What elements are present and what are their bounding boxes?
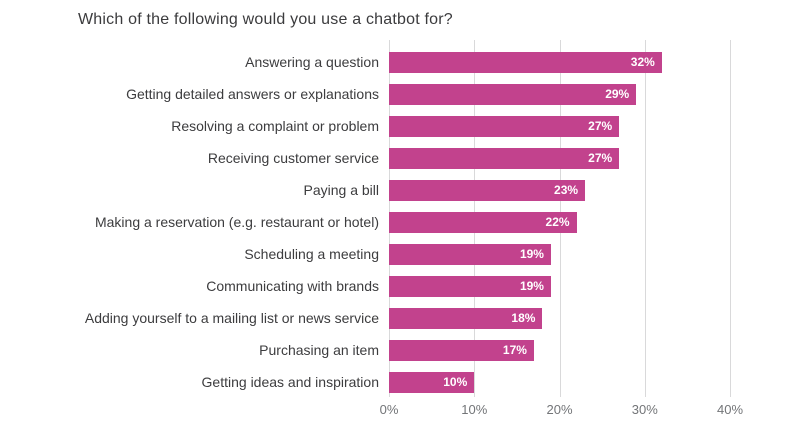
- x-axis-tick-label: 30%: [631, 402, 658, 417]
- bar-track: 19%: [389, 243, 730, 265]
- gridline: [644, 40, 646, 397]
- bar-track: 17%: [389, 339, 730, 361]
- bar-track: 19%: [389, 275, 730, 297]
- bar: 27%: [389, 147, 620, 169]
- chart-title: Which of the following would you use a c…: [78, 11, 453, 28]
- bar-row: Answering a question 32%: [0, 46, 730, 78]
- x-axis-tick-label: 10%: [461, 402, 488, 417]
- bar-track: 27%: [389, 147, 730, 169]
- bar: 32%: [389, 51, 662, 73]
- bar: 27%: [389, 115, 620, 137]
- bar-row: Purchasing an item 17%: [0, 334, 730, 366]
- bar-value-label: 27%: [588, 151, 613, 165]
- bar-row: Receiving customer service 27%: [0, 142, 730, 174]
- bar-track: 22%: [389, 211, 730, 233]
- bar-value-label: 29%: [605, 87, 630, 101]
- category-label: Purchasing an item: [259, 342, 379, 358]
- bar-track: 29%: [389, 83, 730, 105]
- bar-row: Getting ideas and inspiration 10%: [0, 366, 730, 398]
- bar-value-label: 27%: [588, 119, 613, 133]
- bar-row: Adding yourself to a mailing list or new…: [0, 302, 730, 334]
- bar-row: Paying a bill 23%: [0, 174, 730, 206]
- x-axis-tick-label: 40%: [716, 402, 744, 417]
- bar-row: Resolving a complaint or problem 27%: [0, 110, 730, 142]
- gridline: [730, 40, 731, 397]
- bar-row: Making a reservation (e.g. restaurant or…: [0, 206, 730, 238]
- x-axis-tick-label: 0%: [379, 402, 399, 417]
- bar: 23%: [389, 179, 586, 201]
- category-label: Scheduling a meeting: [244, 246, 379, 262]
- category-label: Paying a bill: [303, 182, 380, 198]
- bar: 18%: [389, 307, 543, 329]
- chart-rows: Answering a question 32% Getting detailed …: [0, 46, 730, 398]
- bar-value-label: 17%: [502, 343, 527, 357]
- category-label: Getting detailed answers or explanations: [126, 86, 379, 102]
- category-label: Receiving customer service: [207, 150, 379, 166]
- bar-track: 10%: [389, 371, 730, 393]
- x-axis-tick-label: 20%: [546, 402, 573, 417]
- bar-value-label: 19%: [519, 279, 544, 293]
- category-label: Making a reservation (e.g. restaurant or…: [94, 214, 379, 230]
- bar-track: 27%: [389, 115, 730, 137]
- bar: 29%: [389, 83, 637, 105]
- bar-row: Communicating with brands 19%: [0, 270, 730, 302]
- category-label: Answering a question: [245, 54, 379, 70]
- category-label: Resolving a complaint or problem: [171, 118, 379, 134]
- bar: 22%: [389, 211, 577, 233]
- bar: 10%: [389, 371, 475, 393]
- bar-value-label: 23%: [554, 183, 579, 197]
- category-label: Getting ideas and inspiration: [201, 374, 379, 390]
- category-label: Communicating with brands: [206, 278, 379, 294]
- bar-value-label: 19%: [519, 247, 544, 261]
- bar-row: Getting detailed answers or explanations…: [0, 78, 730, 110]
- bar-value-label: 18%: [511, 311, 536, 325]
- bar-track: 18%: [389, 307, 730, 329]
- bar: 19%: [389, 275, 551, 297]
- bar-track: 23%: [389, 179, 730, 201]
- bar: 17%: [389, 339, 534, 361]
- category-label: Adding yourself to a mailing list or new…: [84, 310, 379, 326]
- bar-row: Scheduling a meeting 19%: [0, 238, 730, 270]
- bar-track: 32%: [389, 51, 730, 73]
- bar-value-label: 22%: [545, 215, 570, 229]
- bar-value-label: 32%: [630, 55, 655, 69]
- bar-value-label: 10%: [443, 375, 468, 389]
- bar: 19%: [389, 243, 551, 265]
